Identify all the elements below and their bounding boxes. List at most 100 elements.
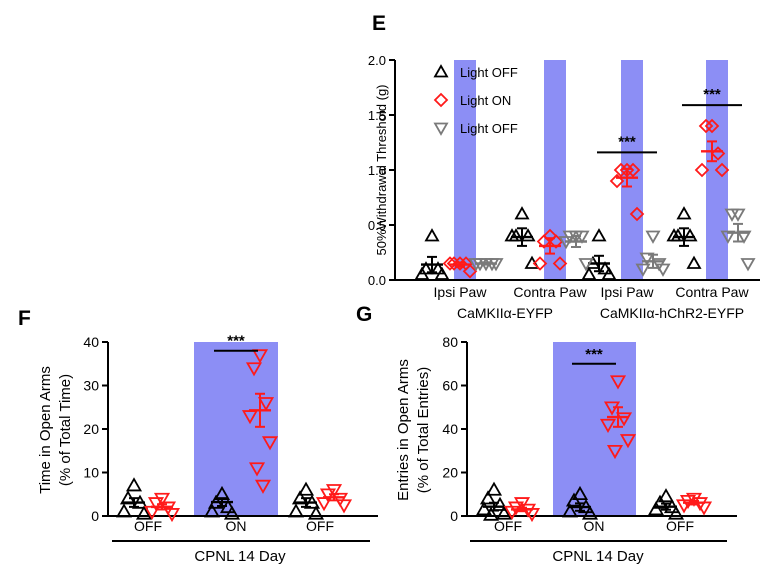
data-point [552, 256, 568, 271]
data-point [251, 349, 269, 364]
panel-e-y-label: 50%Withdrawal Threshold (g) [374, 85, 389, 256]
panel-e-cat-1: Ipsi Paw [434, 284, 488, 300]
data-point [245, 362, 263, 377]
significance-label: *** [618, 133, 636, 150]
data-point [462, 263, 478, 279]
data-point [248, 462, 266, 477]
data-point [504, 228, 520, 242]
data-point [125, 477, 143, 492]
panel-g-cat-3: OFF [666, 518, 694, 534]
panel-f-y-ticks: 0 10 20 30 40 [83, 334, 108, 524]
data-point [495, 505, 513, 520]
data-point [532, 256, 548, 271]
data-point [724, 208, 740, 222]
panel-e-cat-3: Ipsi Paw [601, 284, 655, 300]
data-point [442, 256, 458, 271]
panel-g-cat-2: ON [584, 518, 605, 534]
panel-e-points [414, 118, 756, 280]
panel-g-letter: G [356, 303, 372, 326]
data-point [686, 255, 702, 269]
data-point [514, 206, 530, 220]
data-point [682, 228, 698, 242]
panel-e-group-2: CaMKIIα-hChR2-EYFP [600, 305, 744, 321]
panel-f-y-label-2: (% of Total Time) [57, 374, 74, 486]
significance-label: *** [585, 346, 603, 363]
data-point [520, 228, 536, 242]
significance-label: *** [703, 86, 721, 103]
data-point [581, 505, 599, 520]
data-point [307, 505, 325, 520]
panel-e-letter: E [372, 12, 386, 35]
light-on-band [544, 60, 566, 280]
data-point [606, 444, 624, 460]
data-point [619, 434, 637, 449]
y-tick-label: 40 [442, 421, 458, 437]
data-point [635, 263, 651, 277]
data-point [561, 503, 579, 518]
data-point [287, 503, 305, 518]
panel-f-cat-1: OFF [134, 518, 162, 534]
data-point [163, 508, 181, 523]
panel-f-significance: *** [214, 333, 258, 352]
data-point [591, 228, 607, 242]
panel-g-group-label: CPNL 14 Day [552, 548, 644, 565]
panel-f-points [115, 349, 353, 523]
data-point [714, 162, 730, 178]
panel-f: F 0 10 20 30 40 Time in Open Arms (% of Tota… [18, 307, 378, 565]
panel-f-cat-3: OFF [306, 518, 334, 534]
data-point [503, 505, 521, 520]
data-point [414, 266, 430, 280]
y-tick-label: 0.0 [368, 273, 386, 288]
data-point [666, 228, 682, 242]
data-point [571, 485, 589, 501]
panel-g-points [475, 375, 713, 523]
y-tick-label: 80 [442, 334, 458, 350]
data-point [609, 173, 625, 189]
data-point [581, 266, 597, 280]
data-point [675, 499, 693, 514]
y-tick-label: 2.0 [368, 53, 386, 68]
panel-g-cat-1: OFF [494, 518, 522, 534]
panel-g-light-band [553, 342, 636, 515]
light-on-band [454, 60, 476, 280]
legend-label: Light ON [460, 93, 511, 108]
panel-f-group-label: CPNL 14 Day [194, 548, 286, 565]
panel-e: E 0.0 0.5 1.0 1.5 2.0 50%Withdrawal Threshol… [368, 12, 760, 321]
panel-e-x-labels: Ipsi Paw Contra Paw Ipsi Paw Contra Paw … [434, 284, 750, 321]
data-point [629, 206, 645, 222]
y-tick-label: 1.5 [368, 108, 386, 123]
data-point [647, 501, 665, 516]
legend-label: Light OFF [460, 121, 518, 136]
data-point [153, 492, 171, 507]
data-point [599, 418, 617, 433]
panel-e-y-ticks: 0.0 0.5 1.0 1.5 2.0 [368, 53, 395, 288]
y-tick-label: 0.5 [368, 218, 386, 233]
data-point [430, 261, 446, 275]
data-point [424, 228, 440, 242]
y-tick-label: 20 [83, 421, 99, 437]
data-point [223, 505, 241, 520]
data-point [578, 258, 594, 272]
data-point [257, 397, 275, 412]
legend-marker [433, 64, 449, 78]
panel-e-significance: *** *** [597, 86, 742, 154]
data-point [615, 412, 633, 427]
panel-f-light-band [194, 342, 278, 515]
legend-label: Light OFF [460, 65, 518, 80]
y-tick-label: 0 [91, 508, 99, 524]
data-point [601, 266, 617, 280]
panel-e-cat-4: Contra Paw [675, 284, 749, 300]
y-tick-label: 20 [442, 465, 458, 481]
data-point [475, 501, 493, 516]
y-tick-label: 30 [83, 378, 99, 394]
data-point [657, 488, 675, 503]
data-point [115, 503, 133, 518]
data-point [676, 206, 692, 220]
y-tick-label: 1.0 [368, 163, 386, 178]
panel-e-cat-2: Contra Paw [513, 284, 587, 300]
y-tick-label: 10 [83, 465, 99, 481]
panel-g-y-label-1: Entries in Open Arms [395, 359, 412, 501]
data-point [254, 479, 272, 494]
data-point [297, 481, 315, 496]
data-point [261, 436, 279, 451]
